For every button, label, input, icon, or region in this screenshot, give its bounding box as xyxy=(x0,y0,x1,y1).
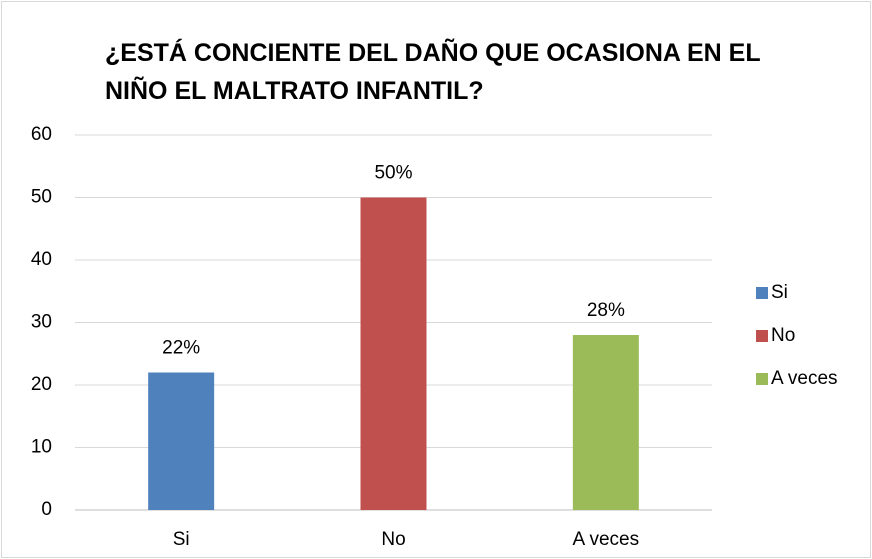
bar xyxy=(572,335,639,510)
y-tick-label: 10 xyxy=(31,437,52,458)
y-tick-label: 0 xyxy=(41,499,52,520)
y-tick-label: 20 xyxy=(31,374,52,395)
legend-label: A veces xyxy=(771,368,838,389)
x-tick-label: A veces xyxy=(573,529,640,550)
x-tick-label: Si xyxy=(173,529,190,550)
y-tick-label: 30 xyxy=(31,312,52,333)
legend-label: Si xyxy=(771,282,788,303)
chart-title: ¿ESTÁ CONCIENTE DEL DAÑO QUE OCASIONA EN… xyxy=(105,39,761,105)
bar xyxy=(148,372,215,510)
legend-swatch xyxy=(756,287,768,299)
bar xyxy=(360,197,427,510)
legend-swatch xyxy=(756,330,768,342)
x-tick-label: No xyxy=(381,529,405,550)
y-tick-label: 40 xyxy=(31,249,52,270)
y-tick-label: 50 xyxy=(31,187,52,208)
data-label: 28% xyxy=(587,300,625,321)
data-label: 50% xyxy=(374,163,412,184)
legend-swatch xyxy=(756,373,768,385)
legend-label: No xyxy=(771,325,795,346)
data-label: 22% xyxy=(162,338,200,359)
y-tick-label: 60 xyxy=(31,124,52,145)
